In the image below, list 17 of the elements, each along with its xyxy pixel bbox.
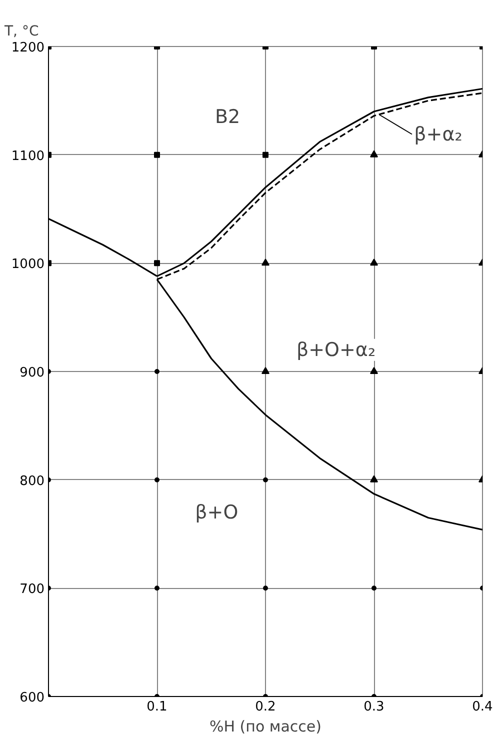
y-tick-label: 700 — [20, 582, 45, 598]
y-tick-label: 1100 — [11, 148, 45, 164]
annotation: β+O+α₂ — [296, 338, 376, 361]
y-axis-title: T, °C — [4, 24, 39, 40]
x-axis-title: %H (по массе) — [210, 718, 322, 736]
y-tick-label: 1200 — [11, 40, 45, 56]
y-tick-label: 900 — [20, 366, 45, 380]
x-tick-label: 0.2 — [255, 700, 276, 714]
x-tick-label: 0.4 — [472, 700, 493, 714]
x-tick-label: 0.3 — [364, 700, 384, 714]
y-tick-label: 600 — [20, 690, 45, 706]
annotation: β+α₂ — [414, 123, 462, 146]
x-tick-label: 0.1 — [146, 700, 168, 714]
annotation: B2 — [214, 106, 240, 128]
y-tick-label: 1000 — [11, 257, 45, 272]
y-tick-label: 800 — [20, 474, 45, 489]
annotation: β+O — [195, 501, 238, 524]
